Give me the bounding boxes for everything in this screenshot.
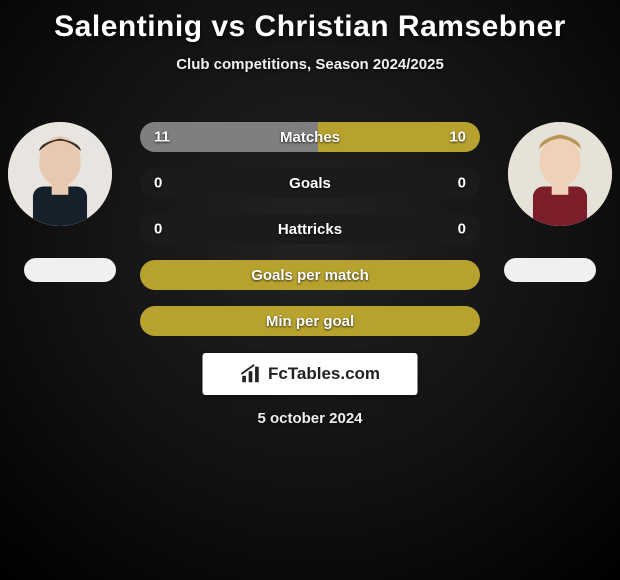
stat-label: Matches	[140, 129, 480, 146]
person-icon	[508, 122, 612, 226]
stat-row: Goals per match	[140, 260, 480, 290]
stat-rows: 11Matches100Goals00Hattricks0Goals per m…	[140, 122, 480, 352]
stat-row: Min per goal	[140, 306, 480, 336]
player2-flag	[504, 258, 596, 282]
stat-row: 11Matches10	[140, 122, 480, 152]
player1-avatar	[8, 122, 112, 226]
page-title: Salentinig vs Christian Ramsebner	[0, 0, 620, 44]
stat-value-right: 0	[458, 221, 466, 238]
stat-label: Goals	[140, 175, 480, 192]
page-subtitle: Club competitions, Season 2024/2025	[0, 56, 620, 73]
stat-label: Hattricks	[140, 221, 480, 238]
site-logo: FcTables.com	[203, 353, 418, 395]
stat-value-right: 0	[458, 175, 466, 192]
stat-label: Min per goal	[140, 313, 480, 330]
stat-label: Goals per match	[140, 267, 480, 284]
stat-row: 0Goals0	[140, 168, 480, 198]
person-icon	[8, 122, 112, 226]
logo-text: FcTables.com	[268, 364, 380, 384]
stat-value-right: 10	[449, 129, 466, 146]
player2-avatar	[508, 122, 612, 226]
bar-chart-icon	[240, 363, 262, 385]
player1-flag	[24, 258, 116, 282]
date-label: 5 october 2024	[0, 410, 620, 427]
stat-row: 0Hattricks0	[140, 214, 480, 244]
comparison-card: Salentinig vs Christian Ramsebner Club c…	[0, 0, 620, 580]
